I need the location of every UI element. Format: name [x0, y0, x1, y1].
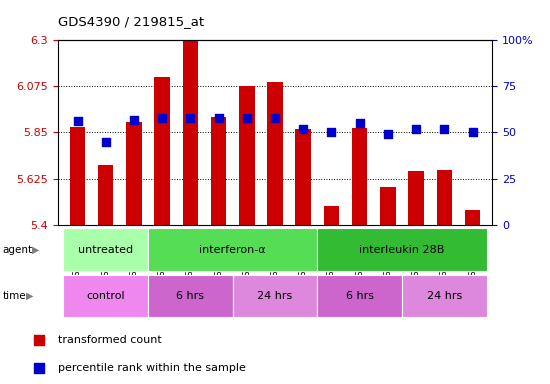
Point	[383, 131, 392, 137]
Text: interferon-α: interferon-α	[199, 245, 266, 255]
Bar	[267, 82, 283, 225]
Bar	[402, 275, 487, 317]
Bar	[317, 228, 487, 271]
Text: 24 hrs: 24 hrs	[427, 291, 462, 301]
Bar	[317, 275, 402, 317]
Bar	[63, 228, 148, 271]
Point	[130, 116, 139, 122]
Point	[73, 118, 82, 124]
Bar	[352, 128, 367, 225]
Point	[214, 115, 223, 121]
Bar	[233, 275, 317, 317]
Text: agent: agent	[3, 245, 33, 255]
Bar	[148, 275, 233, 317]
Text: ▶: ▶	[32, 245, 40, 255]
Point	[35, 337, 44, 343]
Bar	[126, 122, 142, 225]
Text: 6 hrs: 6 hrs	[177, 291, 205, 301]
Text: time: time	[3, 291, 26, 301]
Text: control: control	[86, 291, 125, 301]
Bar	[465, 210, 480, 225]
Text: untreated: untreated	[78, 245, 133, 255]
Text: 24 hrs: 24 hrs	[257, 291, 293, 301]
Bar	[239, 86, 255, 225]
Bar	[211, 117, 227, 225]
Bar	[408, 171, 424, 225]
Bar	[295, 129, 311, 225]
Point	[327, 129, 336, 136]
Point	[299, 126, 307, 132]
Text: ▶: ▶	[26, 291, 34, 301]
Point	[158, 115, 167, 121]
Bar	[183, 40, 198, 225]
Text: 6 hrs: 6 hrs	[345, 291, 373, 301]
Point	[186, 115, 195, 121]
Point	[468, 129, 477, 136]
Bar	[98, 165, 113, 225]
Bar	[437, 170, 452, 225]
Point	[35, 365, 44, 371]
Bar	[155, 77, 170, 225]
Bar	[148, 228, 317, 271]
Text: percentile rank within the sample: percentile rank within the sample	[58, 363, 246, 373]
Point	[440, 126, 449, 132]
Point	[355, 120, 364, 126]
Point	[271, 115, 279, 121]
Bar	[70, 127, 85, 225]
Bar	[380, 187, 395, 225]
Point	[101, 139, 110, 145]
Text: interleukin 28B: interleukin 28B	[359, 245, 444, 255]
Point	[411, 126, 420, 132]
Text: transformed count: transformed count	[58, 335, 162, 345]
Bar	[63, 275, 148, 317]
Text: GDS4390 / 219815_at: GDS4390 / 219815_at	[58, 15, 204, 28]
Bar	[323, 206, 339, 225]
Point	[243, 115, 251, 121]
